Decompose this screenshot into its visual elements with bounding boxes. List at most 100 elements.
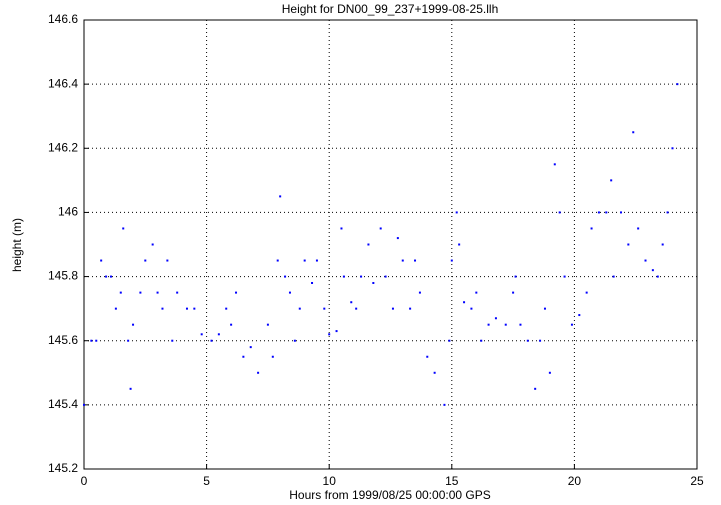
data-point <box>340 227 343 230</box>
data-point <box>563 275 566 278</box>
data-point <box>257 371 260 374</box>
x-tick-label: 5 <box>203 474 210 488</box>
data-point <box>666 211 669 214</box>
data-point <box>426 355 429 358</box>
data-point <box>335 330 338 333</box>
data-point <box>391 307 394 310</box>
data-point <box>323 307 326 310</box>
data-point <box>129 387 132 390</box>
data-point <box>367 243 370 246</box>
data-point <box>315 259 318 262</box>
y-tick-label: 145.2 <box>48 461 78 475</box>
data-point <box>637 227 640 230</box>
data-point <box>384 275 387 278</box>
data-point <box>242 355 245 358</box>
data-point <box>612 275 615 278</box>
data-point <box>504 323 507 326</box>
data-point <box>311 281 314 284</box>
data-point <box>176 291 179 294</box>
data-point <box>651 269 654 272</box>
data-point <box>139 291 142 294</box>
data-point <box>627 243 630 246</box>
y-tick-label: 146.2 <box>48 140 78 154</box>
data-point <box>514 275 517 278</box>
data-point <box>171 339 174 342</box>
data-point <box>396 237 399 240</box>
data-point <box>185 307 188 310</box>
data-point <box>418 291 421 294</box>
data-point <box>266 323 269 326</box>
data-point <box>661 243 664 246</box>
x-tick-label: 25 <box>690 474 704 488</box>
x-tick-label: 0 <box>81 474 88 488</box>
data-point <box>590 227 593 230</box>
data-point <box>355 307 358 310</box>
data-point <box>298 307 301 310</box>
data-point <box>350 301 353 304</box>
data-point <box>342 275 345 278</box>
data-point <box>512 291 515 294</box>
y-tick-label: 145.4 <box>48 397 78 411</box>
data-point <box>122 227 125 230</box>
data-point <box>230 323 233 326</box>
data-point <box>644 259 647 262</box>
data-point <box>578 314 581 317</box>
data-point <box>83 403 85 406</box>
data-point <box>279 195 282 198</box>
data-point <box>443 403 446 406</box>
data-point <box>276 259 279 262</box>
data-point <box>372 281 375 284</box>
data-point <box>217 333 220 336</box>
data-point <box>656 275 659 278</box>
data-point <box>448 339 451 342</box>
data-point <box>414 259 417 262</box>
data-point <box>119 291 122 294</box>
data-point <box>470 307 473 310</box>
data-point <box>401 259 404 262</box>
data-point <box>585 291 588 294</box>
data-point <box>225 307 228 310</box>
data-point <box>156 291 159 294</box>
data-point <box>200 333 203 336</box>
data-point <box>288 291 291 294</box>
data-point <box>90 339 93 342</box>
data-point <box>249 346 252 349</box>
data-point <box>303 259 306 262</box>
x-tick-label: 10 <box>323 474 337 488</box>
data-point <box>463 301 466 304</box>
data-point <box>494 317 497 320</box>
data-point <box>487 323 490 326</box>
data-point <box>543 307 546 310</box>
y-tick-label: 145.6 <box>48 333 78 347</box>
data-point <box>519 323 522 326</box>
data-point <box>144 259 147 262</box>
data-point <box>328 333 331 336</box>
data-point <box>632 131 635 134</box>
data-point <box>605 211 608 214</box>
data-point <box>619 211 622 214</box>
data-point <box>558 211 561 214</box>
data-point <box>114 307 117 310</box>
data-point <box>151 243 154 246</box>
data-point <box>132 323 135 326</box>
data-point <box>379 227 382 230</box>
data-point <box>534 387 537 390</box>
data-point <box>284 275 287 278</box>
data-point <box>455 211 458 214</box>
data-point <box>458 243 461 246</box>
data-point <box>166 259 169 262</box>
data-point <box>271 355 274 358</box>
y-axis-label: height (m) <box>10 218 24 272</box>
y-tick-label: 146.6 <box>48 12 78 26</box>
data-point <box>105 275 108 278</box>
data-point <box>360 275 363 278</box>
data-point <box>109 275 112 278</box>
data-point <box>127 339 130 342</box>
data-point <box>161 307 164 310</box>
x-tick-label: 20 <box>568 474 582 488</box>
data-point <box>100 259 103 262</box>
data-point <box>450 259 453 262</box>
chart-title: Height for DN00_99_237+1999-08-25.llh <box>282 2 499 16</box>
data-point <box>526 339 529 342</box>
